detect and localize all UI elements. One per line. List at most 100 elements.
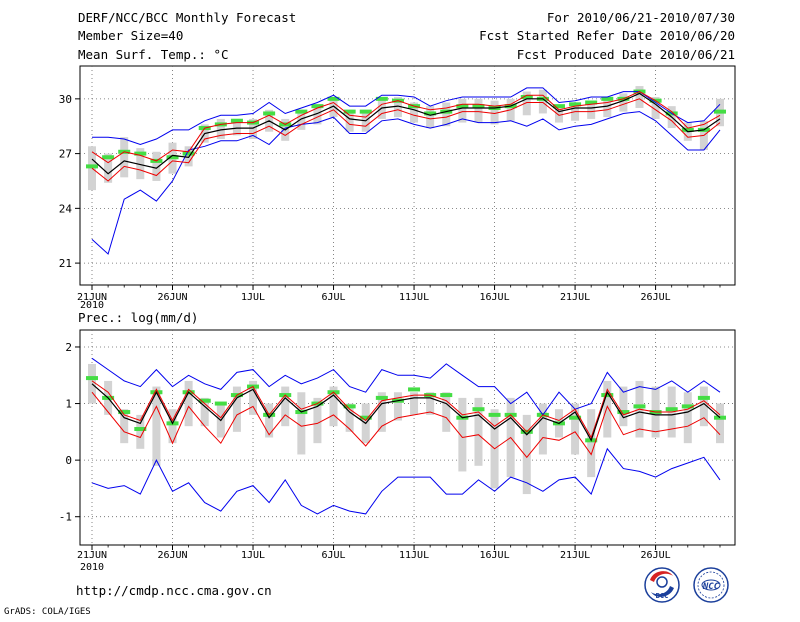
lower-quantile-line [91,391,721,459]
spread-bar [587,409,596,478]
spread-bar [458,397,467,472]
spread-bar [393,97,402,118]
obs-mark [359,109,372,114]
spread-bar [152,151,161,181]
obs-mark [488,412,501,417]
spread-bar [651,97,660,119]
y-tick-label: 30 [59,93,72,106]
figure-title: DERF/NCC/BCC Monthly Forecast [78,10,296,25]
bcc-logo-text: BCC [656,592,669,600]
spread-bar [635,86,644,108]
spread-bar [571,403,580,455]
spread-bar [474,397,483,466]
obs-mark [440,393,453,398]
spread-bar [603,380,612,438]
spread-bar [522,414,531,495]
spread-bar [136,148,145,180]
spread-bar [297,109,306,130]
source-url-link[interactable]: http://cmdp.ncc.cma.gov.cn [76,583,272,598]
spread-bar [458,98,467,123]
spread-bar [442,102,451,127]
spread-bar [522,91,531,116]
spread-bar [716,403,724,444]
x-year-label: 2010 [80,300,104,311]
obs-mark [665,407,678,412]
spread-bar [297,392,306,455]
obs-mark [456,104,469,109]
x-tick-label: 6JUL [321,292,345,303]
upper-quantile-line [91,380,721,439]
upper-quantile-line [91,91,721,164]
x-tick-label: 11JUL [399,550,429,561]
x-tick-label: 6JUL [321,550,345,561]
spread-bar [442,392,451,432]
spread-bar [313,106,322,125]
spread-bar [426,106,435,129]
obs-mark [375,395,388,400]
fcst-produced-label: Fcst Produced Date 2010/06/21 [517,47,735,62]
max-envelope-line [91,357,721,416]
fcst-started-label: Fcst Started Refer Date 2010/06/20 [479,28,735,43]
obs-mark [601,96,614,101]
y-tick-label: -1 [59,511,72,524]
y-tick-label: 1 [65,398,72,411]
obs-mark [182,151,195,156]
min-envelope-line [91,447,721,515]
spread-bar [88,363,96,404]
obs-mark [311,104,324,109]
obs-mark [359,415,372,420]
spread-bar [120,137,129,178]
spread-bar [361,111,370,132]
spread-bar [393,392,402,421]
x-tick-label: 11JUL [399,292,429,303]
spread-bar [281,386,290,427]
min-envelope-line [91,111,721,255]
obs-mark [343,404,356,409]
spread-bar [683,392,692,444]
variable-label: Mean Surf. Temp.: °C [78,47,229,62]
spread-bar [184,380,193,427]
x-tick-label: 21JUN [77,550,107,561]
spread-bar [554,106,563,123]
spread-bar [168,409,177,444]
spread-bar [587,100,596,119]
spread-bar [120,409,129,444]
ensemble-mean-line [91,92,721,175]
spread-bar [345,403,354,432]
obs-mark [714,109,726,114]
y-tick-label: 0 [65,454,72,467]
spread-bar [538,89,547,114]
spread-bar [619,93,628,112]
spread-bar [410,102,419,123]
obs-mark [295,109,308,114]
x-tick-label: 21JUL [560,292,590,303]
lower-quantile-line [91,98,721,182]
x-tick-label: 26JUL [641,292,671,303]
precip-variable-label: Prec.: log(mm/d) [78,310,198,325]
x-tick-label: 16JUL [480,292,510,303]
spread-bar [329,386,338,427]
obs-mark [520,95,533,100]
obs-mark [166,155,179,160]
member-size-label: Member Size=40 [78,28,183,43]
spread-bar [249,380,258,415]
plot-frame [79,329,736,546]
spread-bar [345,109,354,132]
spread-bar [377,392,386,432]
obs-mark [697,395,710,400]
obs-mark [408,387,421,392]
spread-bar [313,397,322,444]
obs-mark [617,410,630,415]
x-tick-label: 26JUN [157,292,187,303]
x-tick-label: 26JUN [157,550,187,561]
spread-bar [377,98,386,119]
x-tick-label: 26JUL [641,550,671,561]
ensemble-mean-line [91,383,721,442]
obs-mark [472,407,485,412]
x-tick-label: 1JUL [241,550,265,561]
spread-bar [265,403,274,438]
x-tick-label: 21JUL [560,550,590,561]
spread-bar [426,392,435,415]
x-year-label: 2010 [80,562,104,573]
